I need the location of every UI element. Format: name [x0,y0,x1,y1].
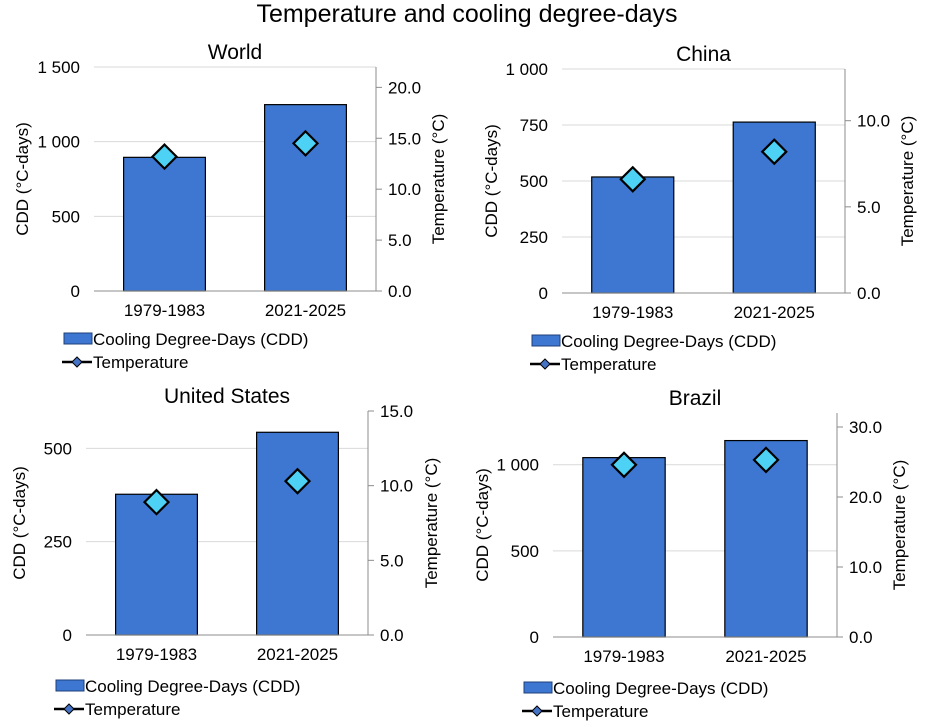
bar-cdd-2021-2025[interactable] [256,431,339,636]
legend: Cooling Degree-Days (CDD) Temperature [530,332,776,374]
y2-tick-label: 15.0 [388,129,421,148]
y-tick-label: 0 [539,284,548,303]
temperature-marker-2021-2025[interactable] [283,467,312,495]
chart-panel-brazil: Brazil 0 500 1 000 0.0 10.0 20.0 30.0 1979-1983 2… [473,387,909,721]
y-tick-label: 500 [520,172,548,191]
legend-label-temperature: Temperature [553,702,648,721]
chart-panel-china: China 0 250 500 750 1 000 0.0 5.0 10.0 1979-1983 2… [482,43,917,374]
legend-label-cdd: Cooling Degree-Days (CDD) [553,679,768,698]
y-axis-title: CDD (°C-days) [10,466,29,580]
chart-panel-united-states: United States 0 250 500 0.0 5.0 10.0 15.0 1979-1… [10,385,441,719]
temperature-marker-1979-1983[interactable] [610,451,638,479]
y-axis-title: CDD (°C-days) [482,124,501,238]
y-tick-label: 1 500 [37,58,80,77]
y2-tick-label: 10.0 [849,558,882,577]
y2-tick-label: 0.0 [857,284,881,303]
y2-tick-label: 10.0 [388,180,421,199]
temperature-marker-1979-1983[interactable] [142,488,171,516]
y-tick-label: 1 000 [37,133,80,152]
y2-tick-label: 10.0 [380,477,413,496]
temperature-marker-2021-2025[interactable] [752,446,780,474]
legend: Cooling Degree-Days (CDD) Temperature [522,679,768,721]
legend-marker-temperature-icon [71,356,83,368]
temperature-marker-1979-1983[interactable] [150,143,179,171]
legend: Cooling Degree-Days (CDD) Temperature [62,330,308,372]
x-tick-label: 2021-2025 [265,301,346,320]
legend-label-cdd: Cooling Degree-Days (CDD) [93,330,308,349]
y2-tick-label: 10.0 [857,112,890,131]
x-tick-label: 1979-1983 [124,301,205,320]
legend-swatch-cdd [523,681,553,694]
legend-marker-temperature-icon [539,358,551,370]
x-tick-label: 2021-2025 [257,645,338,664]
y2-tick-label: 5.0 [388,231,412,250]
bar-cdd-1979-1983[interactable] [123,156,206,292]
panel-title: Brazil [669,387,722,410]
temperature-marker-1979-1983[interactable] [619,165,647,193]
bar-cdd-1979-1983[interactable] [115,493,198,636]
chart-panel-world: World 0 500 1 000 1 500 0.0 5.0 10.0 15.0 20.0 197… [13,41,448,372]
y2-tick-label: 20.0 [388,78,421,97]
legend-swatch-cdd [531,334,561,347]
y-axis-title: CDD (°C-days) [13,122,32,236]
x-tick-label: 2021-2025 [725,647,806,666]
x-tick-label: 1979-1983 [116,645,197,664]
temperature-marker-2021-2025[interactable] [760,138,788,166]
y-tick-label: 0 [71,282,80,301]
legend-label-temperature: Temperature [93,353,188,372]
y-tick-label: 1 000 [496,456,539,475]
bar-cdd-1979-1983[interactable] [582,457,666,638]
y-tick-label: 500 [52,207,80,226]
x-tick-label: 1979-1983 [592,303,673,322]
legend-marker-temperature-icon [63,703,75,715]
legend-label-cdd: Cooling Degree-Days (CDD) [561,332,776,351]
panel-title: United States [164,385,290,408]
y-tick-label: 250 [44,533,72,552]
panel-title: China [676,43,731,66]
legend-label-temperature: Temperature [85,700,180,719]
y-tick-label: 750 [520,116,548,135]
y2-axis-title: Temperature (°C) [422,458,441,589]
y-tick-label: 250 [520,228,548,247]
y2-tick-label: 0.0 [380,626,404,645]
y2-tick-label: 20.0 [849,488,882,507]
y-tick-label: 1 000 [505,60,548,79]
y2-tick-label: 0.0 [388,282,412,301]
temperature-marker-2021-2025[interactable] [291,129,320,157]
y2-tick-label: 30.0 [849,418,882,437]
legend-marker-temperature-icon [531,705,543,717]
y2-tick-label: 5.0 [380,551,404,570]
y2-tick-label: 5.0 [857,198,881,217]
x-tick-label: 2021-2025 [734,303,815,322]
legend-label-cdd: Cooling Degree-Days (CDD) [85,677,300,696]
y-tick-label: 0 [63,626,72,645]
bar-cdd-1979-1983[interactable] [591,176,675,294]
panel-title: World [208,41,262,64]
y-tick-label: 500 [511,542,539,561]
main-title: Temperature and cooling degree-days [256,0,677,28]
y-tick-label: 500 [44,439,72,458]
legend-swatch-cdd [55,679,85,692]
y-tick-label: 0 [530,628,539,647]
x-tick-label: 1979-1983 [583,647,664,666]
legend-swatch-cdd [63,332,93,345]
y2-tick-label: 15.0 [380,402,413,421]
y2-axis-title: Temperature (°C) [890,460,909,591]
y2-axis-title: Temperature (°C) [898,116,917,247]
y2-tick-label: 0.0 [849,628,873,647]
y2-axis-title: Temperature (°C) [429,114,448,245]
legend: Cooling Degree-Days (CDD) Temperature [54,677,300,719]
y-axis-title: CDD (°C-days) [473,468,492,582]
legend-label-temperature: Temperature [561,355,656,374]
